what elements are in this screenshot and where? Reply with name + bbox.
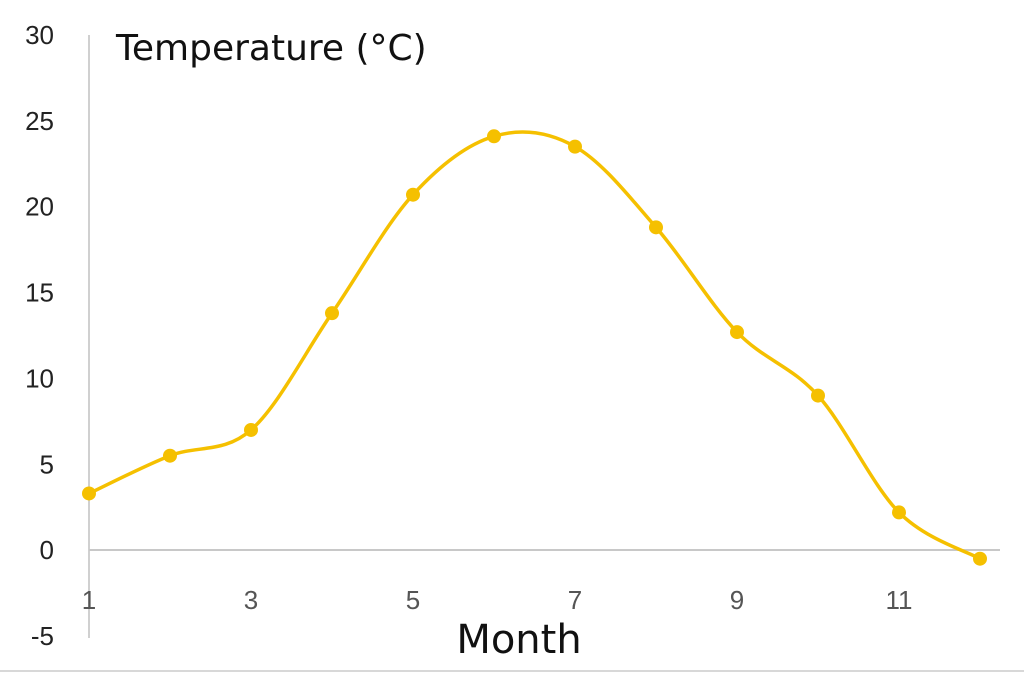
y-tick-label: 0	[40, 535, 54, 565]
data-points	[82, 129, 987, 566]
temperature-series-line	[87, 130, 982, 561]
x-tick-label: 9	[730, 585, 744, 615]
data-point-month-6	[487, 129, 501, 144]
y-tick-label: 5	[40, 449, 54, 479]
y-axis-label: Temperature (°C)	[115, 28, 427, 69]
y-tick-label: 30	[25, 20, 54, 50]
x-axis-label: Month	[456, 617, 581, 663]
data-point-month-4	[325, 306, 339, 321]
x-tick-labels: 1 3 5 7 9 11	[82, 585, 913, 615]
data-point-month-10	[811, 388, 825, 403]
x-tick-label: 11	[886, 585, 913, 615]
x-tick-label: 1	[82, 585, 96, 615]
data-point-month-11	[892, 505, 906, 520]
y-tick-label: -5	[31, 621, 54, 651]
data-point-month-3	[244, 422, 258, 437]
y-tick-label: 10	[25, 363, 54, 393]
data-point-month-8	[649, 220, 663, 235]
data-point-month-1	[82, 486, 96, 501]
x-tick-label: 5	[406, 585, 420, 615]
data-point-month-12	[973, 551, 987, 566]
data-point-month-7	[568, 139, 582, 154]
x-tick-label: 3	[244, 585, 258, 615]
x-tick-label: 7	[568, 585, 582, 615]
y-tick-label: 20	[25, 192, 54, 222]
y-tick-label: 25	[25, 106, 54, 136]
data-point-month-2	[163, 448, 177, 463]
data-point-month-9	[730, 325, 744, 340]
y-tick-label: 15	[25, 278, 54, 308]
y-tick-labels: 30 25 20 15 10 5 0 -5	[25, 20, 54, 651]
data-point-month-5	[406, 187, 420, 202]
